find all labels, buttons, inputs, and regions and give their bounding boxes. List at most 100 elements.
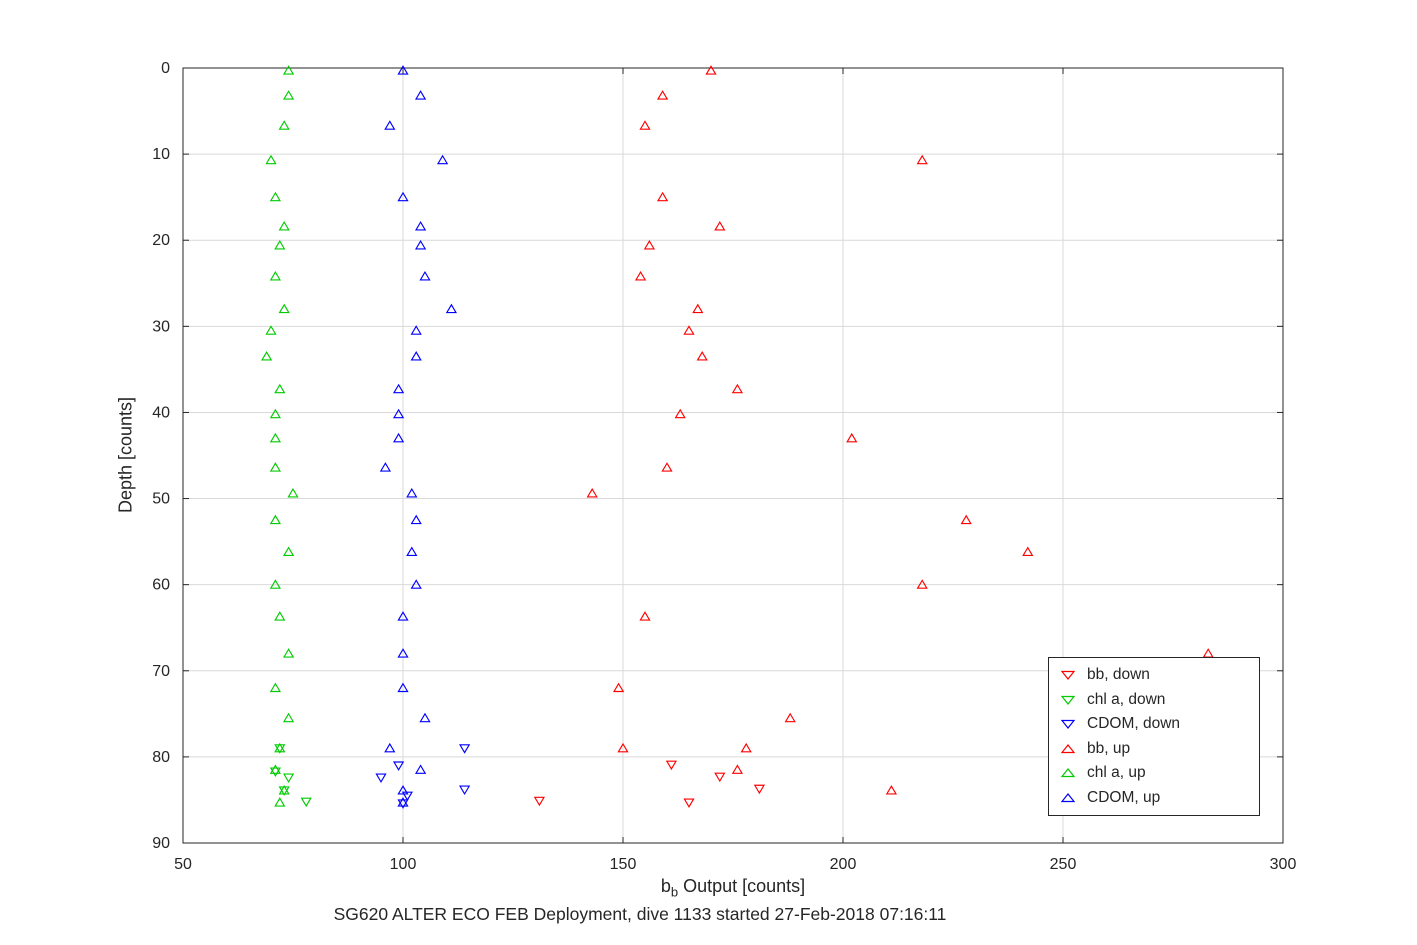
marker-chl-up	[282, 65, 295, 75]
marker-bb-up	[656, 191, 669, 202]
marker-chl-up	[274, 239, 286, 250]
marker-cdom-down	[458, 744, 471, 754]
marker-chl-up	[282, 712, 295, 723]
marker-cdom-up	[410, 351, 422, 361]
marker-chl-up	[274, 742, 286, 753]
legend-item-bb-up: bb, up	[1049, 737, 1259, 762]
y-tick-label: 0	[161, 60, 170, 77]
marker-chl-up	[287, 487, 299, 498]
marker-chl-up	[269, 514, 282, 525]
marker-chl-up	[282, 648, 295, 658]
legend-item-bb-down: bb, down	[1049, 663, 1259, 688]
legend-item-label: CDOM, up	[1087, 788, 1161, 806]
marker-chl-up	[269, 432, 282, 443]
y-tick-label: 80	[152, 749, 170, 766]
marker-cdom-down	[397, 799, 409, 809]
legend-item-cdom-down: CDOM, down	[1049, 712, 1259, 737]
marker-cdom-up	[397, 611, 409, 621]
marker-cdom-up	[384, 120, 396, 130]
marker-bb-up	[634, 270, 647, 281]
marker-cdom-up	[410, 325, 422, 335]
legend-marker-chl-up	[1060, 768, 1076, 778]
marker-cdom-up	[414, 221, 427, 231]
marker-chl-up	[265, 325, 277, 335]
x-axis-label: bb Output [counts]	[183, 876, 1283, 900]
marker-chl-up	[278, 303, 290, 314]
marker-chl-up	[282, 90, 295, 100]
marker-bb-up	[639, 120, 651, 130]
legend-item-cdom-up: CDOM, up	[1049, 786, 1259, 811]
marker-cdom-up	[397, 785, 409, 795]
y-tick-label: 20	[152, 232, 170, 249]
marker-bb-up	[960, 514, 972, 525]
marker-bb-up	[916, 154, 928, 165]
figure-caption: SG620 ALTER ECO FEB Deployment, dive 113…	[333, 904, 947, 924]
marker-chl-up	[274, 797, 286, 807]
marker-cdom-up	[397, 191, 409, 202]
marker-bb-up	[692, 303, 704, 314]
marker-chl-up	[269, 270, 282, 281]
marker-bb-up	[1022, 546, 1034, 557]
legend: bb, down chl a, down CDOM, down bb, up c…	[1048, 657, 1260, 816]
marker-bb-down	[753, 784, 766, 795]
marker-bb-up	[643, 239, 656, 250]
marker-bb-up	[656, 90, 669, 100]
marker-chl-up	[278, 221, 290, 231]
x-axis-label-base: b	[660, 876, 671, 896]
legend-item-label: bb, up	[1087, 739, 1131, 757]
marker-bb-up	[740, 742, 752, 753]
legend-marker-bb-down	[1060, 671, 1076, 681]
marker-cdom-down	[401, 791, 414, 802]
marker-chl-up	[278, 785, 290, 795]
marker-chl-up	[274, 383, 286, 394]
triangle-up-icon	[1060, 743, 1076, 753]
marker-bb-up	[1202, 648, 1214, 658]
legend-item-label: chl a, down	[1087, 690, 1166, 708]
marker-bb-up	[683, 325, 695, 335]
marker-cdom-up	[414, 90, 427, 100]
marker-cdom-up	[414, 764, 427, 774]
marker-chl-up	[278, 120, 290, 130]
y-tick-label: 70	[152, 663, 170, 680]
marker-cdom-down	[375, 773, 387, 783]
x-tick-label: 100	[390, 856, 417, 873]
x-axis-label-sub: b	[670, 884, 679, 900]
axis-box	[182, 67, 1284, 844]
x-axis-label-rest: Output [counts]	[678, 876, 806, 896]
marker-cdom-up	[397, 797, 409, 807]
triangle-down-icon	[1060, 695, 1076, 705]
triangle-up-icon	[1060, 792, 1076, 802]
marker-bb-up	[731, 383, 744, 394]
triangle-down-icon	[1060, 720, 1076, 730]
legend-marker-bb-up	[1060, 743, 1076, 753]
marker-cdom-up	[410, 514, 422, 525]
marker-cdom-up	[419, 270, 431, 281]
marker-cdom-up	[406, 546, 418, 557]
marker-bb-down	[683, 798, 695, 808]
legend-item-label: chl a, up	[1087, 764, 1146, 782]
marker-bb-down	[714, 772, 726, 783]
marker-bb-up	[612, 682, 625, 693]
marker-bb-down	[665, 760, 678, 771]
marker-cdom-up	[379, 462, 392, 472]
y-axis-label: Depth [counts]	[115, 396, 136, 514]
marker-bb-up	[696, 351, 708, 361]
marker-chl-up	[269, 408, 282, 419]
y-tick-label: 50	[152, 491, 170, 508]
legend-item-chl-down: chl a, down	[1049, 688, 1259, 713]
x-tick-label: 200	[830, 856, 857, 873]
marker-chl-up	[260, 351, 273, 361]
triangle-down-icon	[1060, 671, 1076, 681]
marker-chl-down	[300, 797, 312, 808]
y-tick-label: 10	[152, 146, 170, 163]
marker-bb-up	[731, 764, 744, 774]
marker-chl-up	[269, 682, 282, 693]
marker-bb-up	[661, 462, 673, 472]
marker-bb-up	[885, 785, 898, 795]
marker-chl-up	[269, 462, 282, 472]
marker-cdom-up	[397, 65, 409, 75]
marker-bb-down	[533, 796, 546, 807]
marker-chl-up	[274, 611, 286, 621]
marker-cdom-up	[392, 432, 405, 443]
